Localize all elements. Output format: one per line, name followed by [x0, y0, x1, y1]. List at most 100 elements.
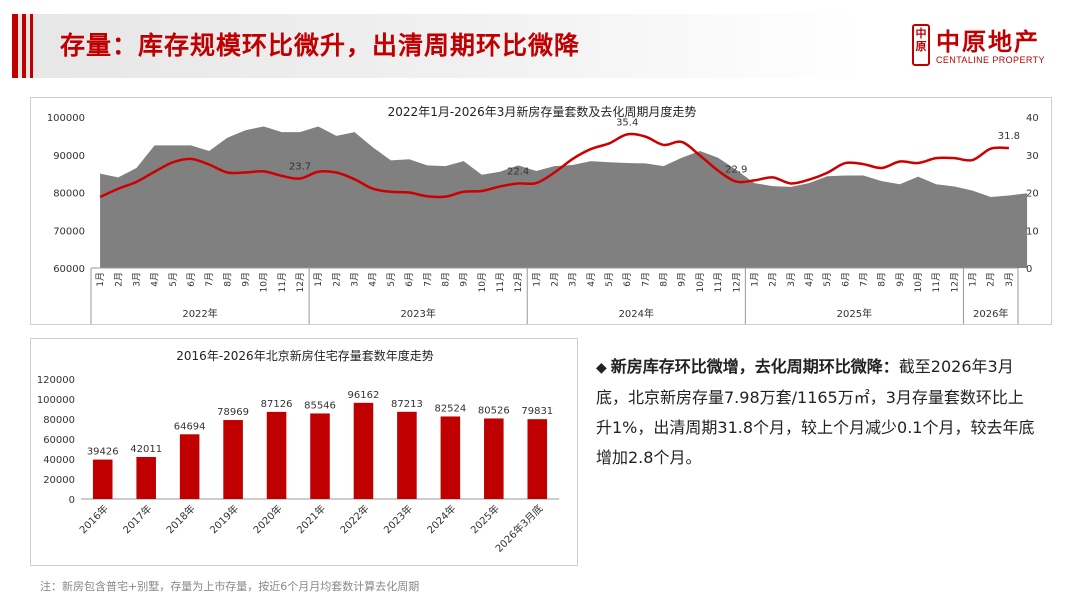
data-label: 22.4 — [507, 166, 529, 177]
summary-lead: 新房库存环比微增，去化周期环比微降： — [610, 357, 899, 376]
month-tick-label: 11月 — [277, 272, 288, 292]
logo-seal: 中原 — [912, 24, 930, 66]
month-tick-label: 9月 — [459, 272, 470, 287]
month-tick-label: 12月 — [731, 272, 742, 292]
bar-value-label: 87126 — [261, 399, 293, 410]
data-label: 23.7 — [289, 162, 311, 173]
month-tick-label: 11月 — [713, 272, 724, 292]
summary-text: ◆ 新房库存环比微增，去化周期环比微降：截至2026年3月底，北京新房存量7.98… — [596, 352, 1036, 473]
month-tick-label: 7月 — [859, 272, 870, 287]
month-tick-label: 2月 — [331, 272, 342, 287]
month-tick-label: 1月 — [95, 272, 106, 287]
month-tick-label: 3月 — [568, 272, 579, 287]
month-tick-label: 1月 — [531, 272, 542, 287]
month-tick-label: 2月 — [768, 272, 779, 287]
left-axis-tick-label: 70000 — [53, 226, 85, 237]
bar — [223, 420, 243, 499]
header-accent-bar-2 — [22, 14, 26, 78]
y-axis-tick-label: 120000 — [37, 375, 75, 386]
month-tick-label: 5月 — [604, 272, 615, 287]
right-axis-tick-label: 10 — [1026, 226, 1039, 237]
data-label: 22.9 — [725, 165, 747, 176]
month-tick-label: 6月 — [186, 272, 197, 287]
annual-chart-panel: 2016年-2026年北京新房住宅存量套数年度走势 0 20000 40000 6000… — [30, 338, 578, 566]
bar-value-label: 85546 — [304, 400, 336, 411]
month-tick-label: 9月 — [895, 272, 906, 287]
category-tick-label: 2025年 — [468, 502, 502, 536]
inventory-area-series — [100, 126, 1028, 268]
bar-value-label: 80526 — [478, 405, 510, 416]
left-axis-tick-label: 80000 — [53, 189, 85, 200]
bar — [397, 411, 417, 499]
month-tick-label: 10月 — [259, 272, 270, 292]
category-tick-label: 2018年 — [163, 502, 197, 536]
category-tick-label: 2016年 — [77, 502, 111, 536]
bar — [484, 418, 504, 499]
page-title: 存量：库存规模环比微升，出清周期环比微降 — [60, 31, 581, 60]
bar — [527, 419, 548, 499]
y-axis-tick-label: 60000 — [43, 435, 75, 446]
month-tick-label: 8月 — [440, 272, 451, 287]
category-tick-label: 2020年 — [250, 502, 284, 536]
right-axis-tick-label: 0 — [1026, 264, 1032, 275]
header-accent-bar-3 — [30, 14, 33, 78]
month-tick-label: 6月 — [840, 272, 851, 287]
logo-chinese-name: 中原地产 — [936, 28, 1040, 56]
right-axis-tick-label: 20 — [1026, 189, 1039, 200]
footnote: 注：新房包含普宅+别墅，存量为上市存量，按近6个月月均套数计算去化周期 — [40, 580, 420, 593]
month-tick-label: 3月 — [131, 272, 142, 287]
bar — [266, 411, 287, 499]
bar-value-label: 39426 — [87, 447, 119, 458]
month-tick-label: 6月 — [622, 272, 633, 287]
header-accent-bar — [12, 14, 18, 78]
category-tick-label: 2017年 — [120, 502, 154, 536]
month-tick-label: 1月 — [749, 272, 760, 287]
month-tick-label: 1月 — [313, 272, 324, 287]
bar-value-label: 96162 — [348, 390, 380, 401]
right-axis-tick-label: 30 — [1026, 151, 1039, 162]
month-tick-label: 10月 — [695, 272, 706, 292]
year-tick-label: 2025年 — [837, 307, 872, 320]
month-tick-label: 7月 — [422, 272, 433, 287]
year-tick-label: 2024年 — [619, 307, 654, 320]
bar — [440, 416, 461, 499]
y-axis-tick-label: 0 — [69, 495, 75, 506]
month-tick-label: 2月 — [986, 272, 997, 287]
bar — [353, 402, 374, 499]
right-axis-tick-label: 40 — [1026, 113, 1039, 124]
year-tick-label: 2026年 — [973, 307, 1008, 320]
data-label: 31.8 — [998, 131, 1020, 142]
month-tick-label: 12月 — [295, 272, 306, 292]
data-label: 35.4 — [616, 117, 638, 128]
month-tick-label: 3月 — [350, 272, 361, 287]
y-axis-tick-label: 40000 — [43, 455, 75, 466]
left-axis-tick-label: 100000 — [47, 113, 85, 124]
chart-title: 2016年-2026年北京新房住宅存量套数年度走势 — [176, 348, 433, 363]
month-tick-label: 4月 — [804, 272, 815, 287]
month-tick-label: 9月 — [241, 272, 252, 287]
bar-value-label: 42011 — [130, 444, 162, 455]
bar-value-label: 82524 — [434, 403, 466, 414]
month-tick-label: 12月 — [513, 272, 524, 292]
y-axis-tick-label: 20000 — [43, 475, 75, 486]
month-tick-label: 11月 — [931, 272, 942, 292]
month-tick-label: 5月 — [168, 272, 179, 287]
bar-value-label: 64694 — [174, 421, 206, 432]
month-tick-label: 2月 — [550, 272, 561, 287]
month-tick-label: 1月 — [968, 272, 979, 287]
month-tick-label: 11月 — [495, 272, 506, 292]
month-tick-label: 6月 — [404, 272, 415, 287]
header-band — [12, 14, 860, 78]
category-tick-label: 2024年 — [424, 502, 458, 536]
month-tick-label: 7月 — [204, 272, 215, 287]
month-tick-label: 3月 — [786, 272, 797, 287]
month-tick-label: 7月 — [640, 272, 651, 287]
monthly-inventory-chart: 2022年1月-2026年3月新房存量套数及去化周期月度走势 60000 70000… — [47, 104, 1039, 324]
left-axis-tick-label: 90000 — [53, 151, 85, 162]
month-tick-label: 5月 — [386, 272, 397, 287]
monthly-chart-panel: 2022年1月-2026年3月新房存量套数及去化周期月度走势 60000 70000… — [30, 97, 1052, 325]
bar — [179, 434, 200, 499]
bar-value-label: 78969 — [217, 407, 249, 418]
month-tick-label: 2月 — [113, 272, 124, 287]
bar — [310, 413, 330, 499]
